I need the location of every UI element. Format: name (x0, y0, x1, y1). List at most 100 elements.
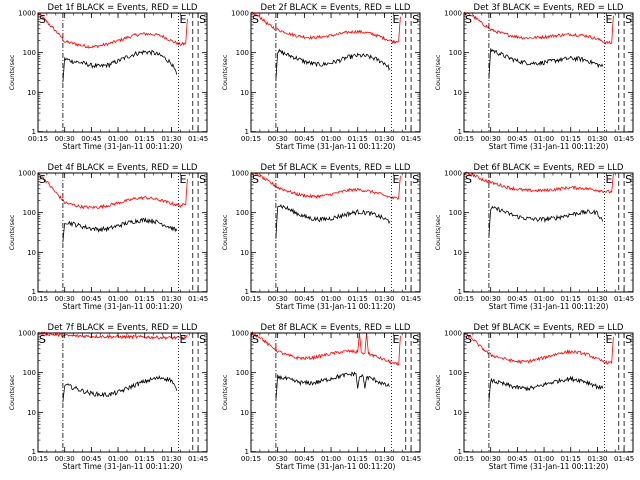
y-axis-label: Counts/sec (221, 214, 229, 250)
x-tick-label: 00:15 (241, 295, 261, 303)
x-tick-label: 01:45 (188, 295, 208, 303)
x-tick-label: 01:45 (401, 295, 421, 303)
x-tick-label: 01:00 (321, 295, 341, 303)
x-axis-label: Start Time (31-Jan-11 00:11:20) (63, 462, 183, 471)
marker-label: S (412, 173, 419, 186)
lld-series-line (463, 171, 614, 194)
marker-label: S (252, 13, 259, 26)
x-tick-label: 01:30 (374, 455, 394, 463)
marker-label: S (465, 13, 472, 26)
marker-label: S (625, 13, 632, 26)
marker-label: S (412, 333, 419, 346)
marker-label: S (252, 173, 259, 186)
y-tick-label: 1 (32, 288, 36, 296)
chart-title: Det 2f BLACK = Events, RED = LLD (261, 3, 411, 13)
y-axis-label: Counts/sec (434, 214, 442, 250)
plot-frame (37, 172, 208, 293)
x-tick-label: 01:15 (348, 455, 368, 463)
x-axis-label: Start Time (31-Jan-11 00:11:20) (63, 302, 183, 311)
y-tick-label: 1 (458, 128, 462, 136)
x-tick-label: 01:15 (561, 295, 581, 303)
x-tick-label: 01:00 (108, 135, 128, 143)
x-tick-label: 01:30 (161, 455, 181, 463)
x-tick-label: 01:45 (614, 135, 634, 143)
y-tick-label: 100 (236, 369, 249, 377)
y-axis-label: Counts/sec (8, 54, 16, 90)
lld-series-line (37, 12, 188, 49)
events-series-line (62, 375, 178, 403)
y-tick-label: 1000 (231, 330, 249, 338)
x-tick-label: 01:45 (188, 135, 208, 143)
marker-label: S (39, 333, 46, 346)
plot-frame (250, 172, 421, 293)
marker-label: S (199, 13, 206, 26)
events-series-line (275, 48, 391, 81)
plot-frame (463, 332, 634, 453)
marker-label: S (465, 173, 472, 186)
x-tick-label: 00:45 (507, 455, 527, 463)
x-tick-label: 00:15 (28, 295, 48, 303)
x-tick-label: 01:45 (614, 455, 634, 463)
x-tick-label: 01:00 (321, 455, 341, 463)
marker-label: E (180, 13, 187, 26)
x-tick-label: 00:45 (81, 455, 101, 463)
plot-frame (463, 172, 634, 293)
events-series-line (275, 371, 390, 401)
x-axis-label: Start Time (31-Jan-11 00:11:20) (489, 302, 609, 311)
y-axis-label: Counts/sec (434, 374, 442, 410)
y-tick-label: 100 (449, 209, 462, 217)
y-tick-label: 1 (458, 448, 462, 456)
marker-label: E (393, 173, 400, 186)
x-tick-label: 00:15 (454, 455, 474, 463)
x-tick-label: 00:30 (55, 135, 75, 143)
x-tick-label: 00:30 (268, 455, 288, 463)
x-axis-label: Start Time (31-Jan-11 00:11:20) (489, 462, 609, 471)
plot-frame (463, 12, 634, 133)
y-axis-label: Counts/sec (221, 374, 229, 410)
y-tick-label: 10 (27, 89, 36, 97)
x-tick-label: 00:30 (268, 295, 288, 303)
marker-label: S (39, 173, 46, 186)
marker-label: S (625, 173, 632, 186)
x-axis-label: Start Time (31-Jan-11 00:11:20) (63, 142, 183, 151)
chart-title: Det 8f BLACK = Events, RED = LLD (261, 323, 411, 333)
marker-label: E (180, 173, 187, 186)
y-tick-label: 1000 (444, 330, 462, 338)
x-tick-label: 01:30 (587, 135, 607, 143)
y-tick-label: 100 (23, 49, 36, 57)
x-tick-label: 01:30 (161, 135, 181, 143)
marker-label: S (252, 333, 259, 346)
chart-title: Det 3f BLACK = Events, RED = LLD (474, 3, 624, 13)
y-tick-label: 10 (453, 249, 462, 257)
x-tick-label: 01:00 (108, 295, 128, 303)
marker-label: E (606, 173, 613, 186)
events-series-line (488, 48, 604, 79)
y-axis-label: Counts/sec (221, 54, 229, 90)
x-tick-label: 00:15 (28, 135, 48, 143)
marker-label: S (412, 13, 419, 26)
chart-title: Det 5f BLACK = Events, RED = LLD (261, 163, 411, 173)
x-tick-label: 01:45 (401, 455, 421, 463)
lld-series-line (37, 172, 188, 210)
x-tick-label: 01:00 (108, 455, 128, 463)
x-tick-label: 00:15 (241, 135, 261, 143)
y-tick-label: 10 (240, 249, 249, 257)
marker-label: E (393, 13, 400, 26)
y-tick-label: 1000 (18, 10, 36, 18)
events-series-line (62, 217, 178, 243)
y-tick-label: 1000 (444, 10, 462, 18)
x-tick-label: 00:15 (454, 295, 474, 303)
lld-series-line (250, 171, 401, 201)
x-tick-label: 00:15 (454, 135, 474, 143)
marker-label: S (39, 13, 46, 26)
marker-label: S (625, 333, 632, 346)
x-tick-label: 01:15 (135, 295, 155, 303)
y-tick-label: 10 (453, 89, 462, 97)
events-series-line (488, 205, 604, 237)
y-tick-label: 1000 (18, 330, 36, 338)
